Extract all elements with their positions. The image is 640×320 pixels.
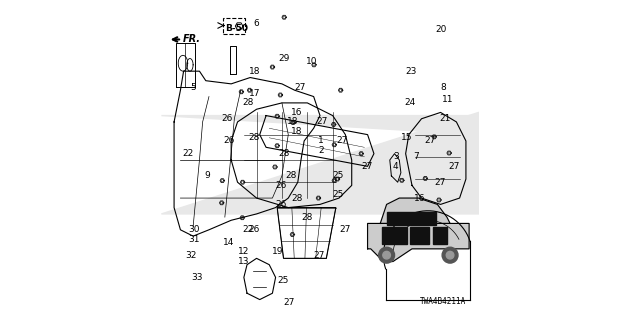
Text: 31: 31 [188,235,200,244]
Text: 8: 8 [440,83,446,92]
Text: 22: 22 [243,225,253,234]
Text: 27: 27 [336,136,348,146]
Text: 18: 18 [248,67,260,76]
Text: 29: 29 [279,54,290,63]
Text: 28: 28 [279,149,290,158]
Polygon shape [367,223,469,261]
Circle shape [442,247,458,263]
Text: 27: 27 [294,83,306,92]
Text: 6: 6 [253,19,259,28]
Text: 27: 27 [434,178,445,187]
Circle shape [446,252,454,259]
Text: 21: 21 [439,114,451,123]
Text: 26: 26 [276,200,287,209]
Text: 26: 26 [223,136,235,146]
Text: TWA4B4211A: TWA4B4211A [420,297,466,306]
Text: 28: 28 [243,99,253,108]
Bar [410,227,429,244]
Bar [433,227,447,244]
Text: 27: 27 [314,251,325,260]
Text: 27: 27 [317,117,328,126]
Text: 28: 28 [248,133,260,142]
Text: 24: 24 [404,99,415,108]
Text: 19: 19 [273,247,284,257]
Text: 17: 17 [248,89,260,98]
Text: 27: 27 [284,298,295,307]
Text: 25: 25 [333,190,344,199]
Text: 13: 13 [237,257,249,266]
Text: 12: 12 [237,247,249,257]
Text: 11: 11 [442,95,454,104]
Text: 14: 14 [223,238,235,247]
Text: 27: 27 [425,136,436,146]
Text: 33: 33 [191,273,203,282]
Polygon shape [161,106,640,220]
Text: 22: 22 [182,149,193,158]
Text: 28: 28 [291,194,303,203]
Text: 3: 3 [393,152,399,161]
Circle shape [379,247,394,263]
Text: 28: 28 [301,212,312,222]
Text: 4: 4 [393,162,399,171]
Text: 5: 5 [190,83,196,92]
Text: 25: 25 [333,172,344,180]
Polygon shape [161,116,640,166]
Text: 30: 30 [188,225,200,234]
Bar [387,212,436,225]
Text: 16: 16 [413,194,425,203]
Text: 16: 16 [291,108,303,117]
Text: 2: 2 [319,146,324,155]
Text: 27: 27 [361,162,372,171]
Text: 25: 25 [277,276,289,285]
Text: 23: 23 [406,67,417,76]
Text: 18: 18 [291,127,303,136]
Text: B-50: B-50 [225,24,248,33]
Text: 28: 28 [285,172,296,180]
Text: 20: 20 [436,25,447,35]
Text: 18: 18 [287,117,298,126]
Text: 10: 10 [306,57,317,66]
Text: 27: 27 [339,225,351,234]
Text: 9: 9 [204,172,210,180]
Text: 15: 15 [401,133,412,142]
Text: 32: 32 [185,251,196,260]
Text: 27: 27 [449,162,460,171]
Circle shape [383,252,390,259]
Text: 26: 26 [221,114,233,123]
Bar [382,227,407,244]
Text: 1: 1 [319,136,324,146]
Text: 26: 26 [276,181,287,190]
Text: FR.: FR. [183,35,201,44]
Polygon shape [380,198,450,223]
Text: 26: 26 [248,225,260,234]
Text: 7: 7 [413,152,419,161]
